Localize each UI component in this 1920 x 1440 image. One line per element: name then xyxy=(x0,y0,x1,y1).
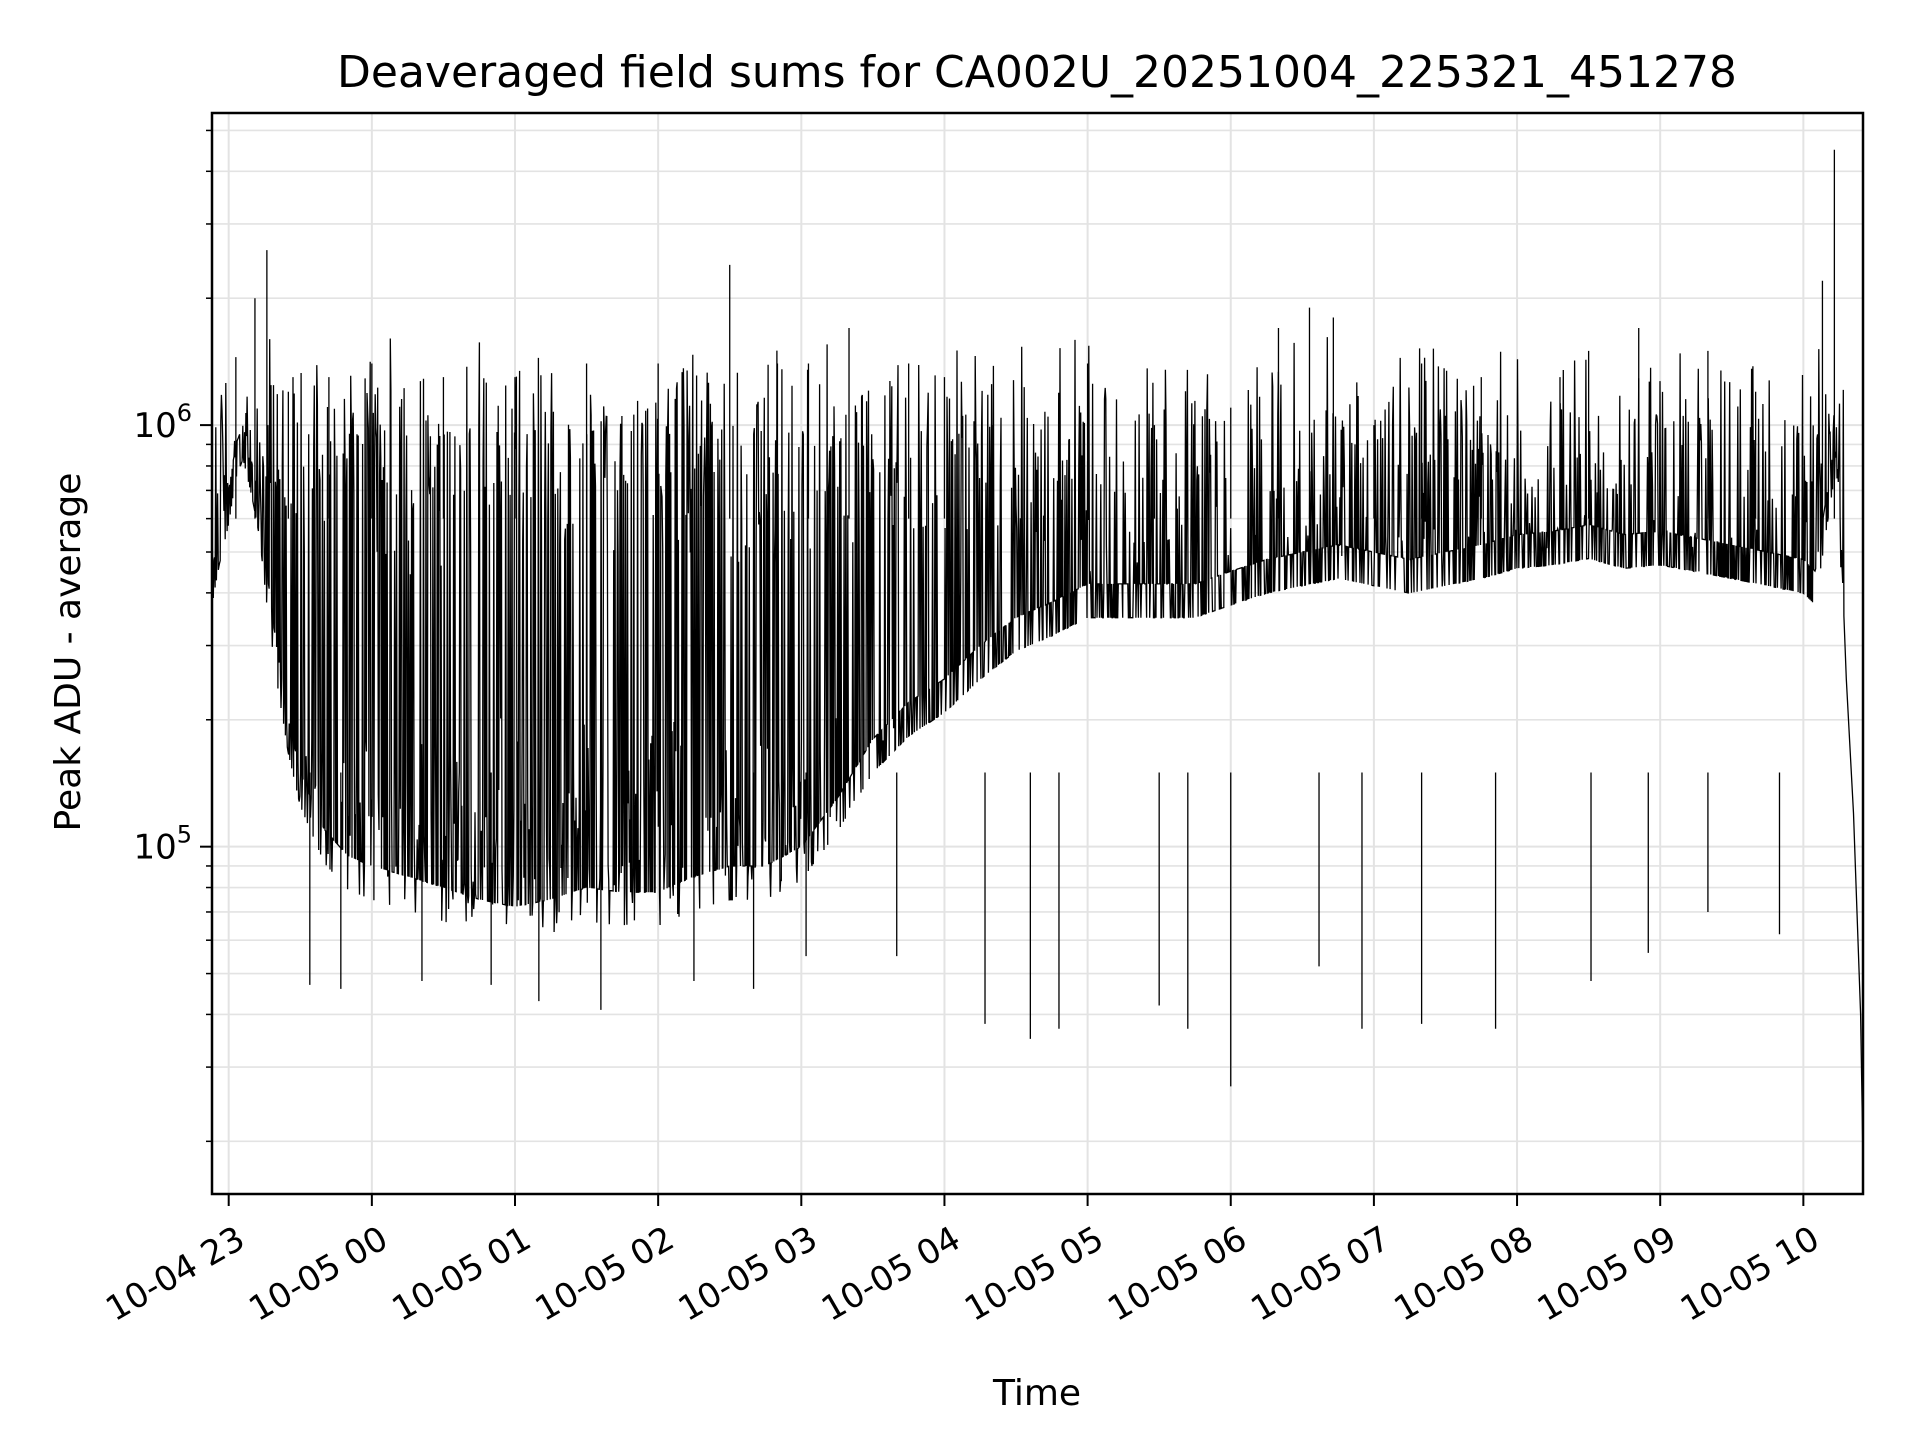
series-line xyxy=(211,337,1864,1161)
y-axis-label: Peak ADU - average xyxy=(48,473,89,832)
x-axis-label: Time xyxy=(992,1373,1081,1414)
y-tick-label-exponent: 6 xyxy=(177,399,192,427)
y-tick-label: 106 xyxy=(133,399,192,446)
series-group xyxy=(211,149,1864,1161)
y-tick-label-exponent: 5 xyxy=(177,821,192,849)
chart-title: Deaveraged field sums for CA002U_2025100… xyxy=(337,47,1737,98)
y-tick-label-base: 10 xyxy=(133,828,176,868)
y-tick-label: 105 xyxy=(133,821,192,868)
grid xyxy=(212,113,1863,1194)
plot-frame xyxy=(210,111,1865,1196)
y-tick-label-base: 10 xyxy=(133,406,176,446)
